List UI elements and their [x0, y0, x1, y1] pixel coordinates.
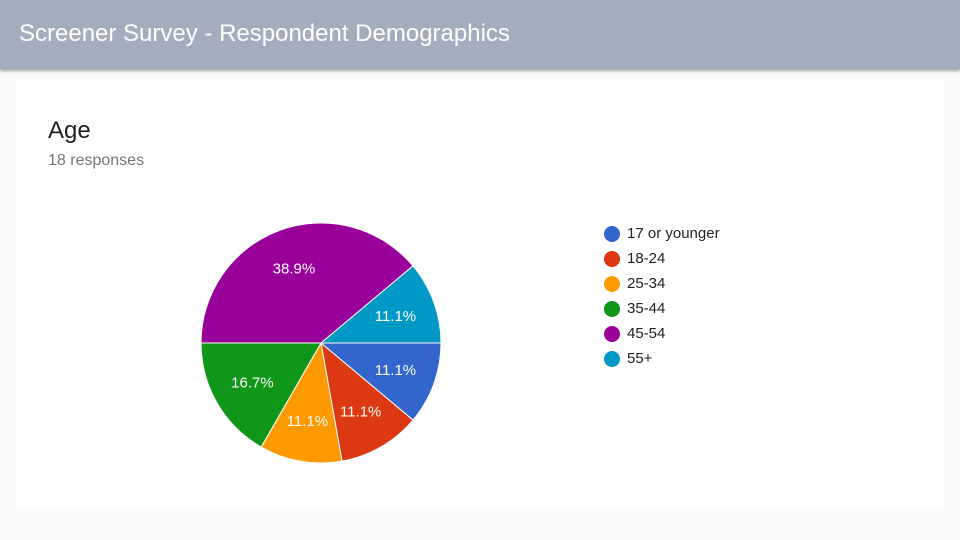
- legend-item-4[interactable]: 45-54: [604, 321, 720, 346]
- legend-swatch-icon: [604, 225, 620, 242]
- pie-slice-1[interactable]: [320, 341, 414, 462]
- legend-swatch-icon: [604, 275, 620, 292]
- pie-slice-label-1: 11.1%: [340, 404, 381, 421]
- pie-slice-0[interactable]: [319, 342, 442, 421]
- legend-label: 45-54: [627, 325, 666, 342]
- pie-slice-label-5: 11.1%: [375, 308, 416, 325]
- legend-label: 18-24: [627, 250, 666, 267]
- legend-swatch-icon: [604, 250, 620, 267]
- legend-label: 25-34: [627, 275, 666, 292]
- pie-slice-3[interactable]: [200, 342, 322, 448]
- legend-item-1[interactable]: 18-24: [604, 246, 720, 271]
- legend-item-3[interactable]: 35-44: [604, 296, 720, 321]
- pie-slice-4[interactable]: [200, 222, 414, 344]
- legend-item-0[interactable]: 17 or younger: [604, 221, 720, 246]
- legend-label: 35-44: [627, 300, 666, 317]
- pie-slice-label-0: 11.1%: [375, 362, 416, 379]
- question-card: Age 18 responses 11.1% 11.1% 11.1% 16.7% 38.…: [16, 80, 944, 509]
- pie-slice-2[interactable]: [260, 341, 343, 464]
- pie-slice-label-2: 11.1%: [287, 413, 328, 430]
- legend-item-2[interactable]: 25-34: [604, 271, 720, 296]
- legend-swatch-icon: [604, 350, 620, 367]
- page-title: Screener Survey - Respondent Demographic…: [19, 20, 510, 47]
- legend-item-5[interactable]: 55+: [604, 346, 720, 371]
- app-header: Screener Survey - Respondent Demographic…: [0, 0, 960, 69]
- legend-label: 55+: [627, 350, 653, 367]
- legend-swatch-icon: [604, 300, 620, 317]
- pie-slice-label-3: 16.7%: [231, 375, 274, 392]
- question-title: Age: [48, 117, 91, 144]
- chart-legend: 17 or younger 18-24 25-34 35-44 45-54 55+: [604, 221, 720, 371]
- pie-chart: 11.1% 11.1% 11.1% 16.7% 38.9% 11.1%: [200, 222, 442, 464]
- pie-slice-label-4: 38.9%: [273, 261, 316, 278]
- legend-swatch-icon: [604, 325, 620, 342]
- response-count: 18 responses: [48, 152, 145, 169]
- pie-slice-5[interactable]: [319, 265, 442, 344]
- legend-label: 17 or younger: [627, 225, 720, 242]
